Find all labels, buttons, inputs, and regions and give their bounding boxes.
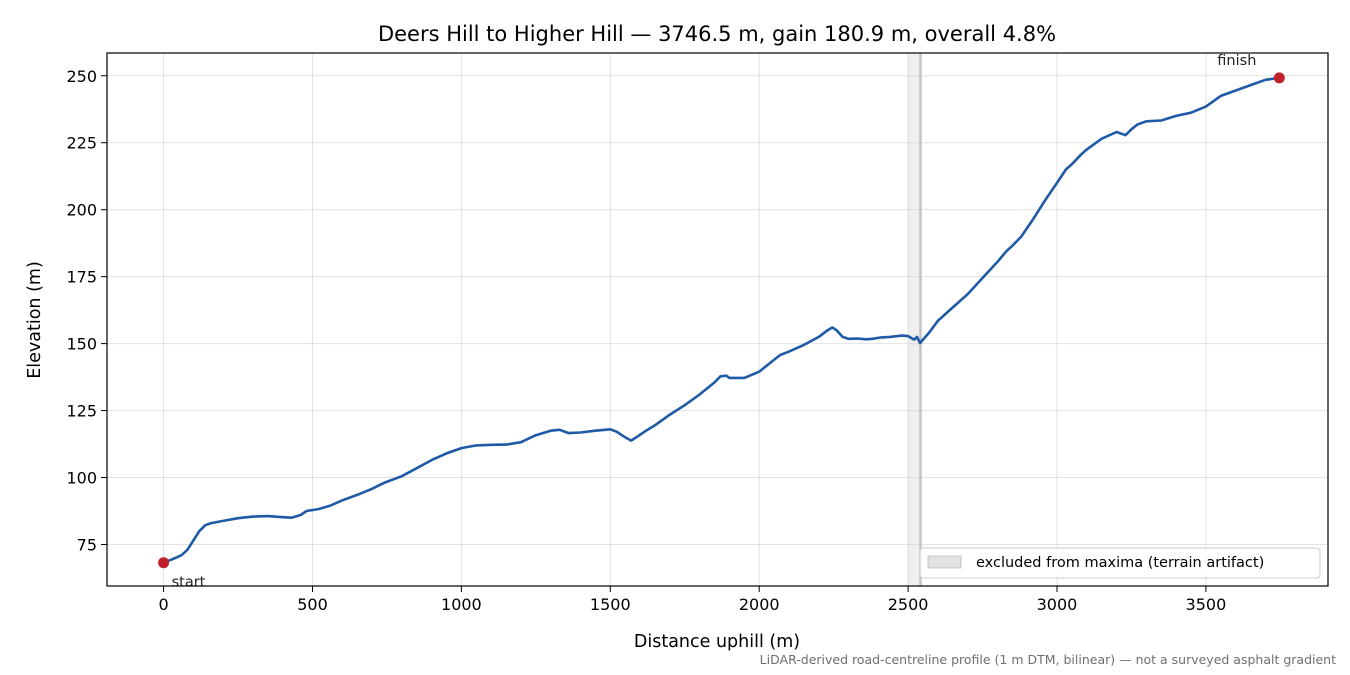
legend-swatch-excluded [927, 555, 962, 569]
x-axis-label: Distance uphill (m) [634, 632, 800, 652]
chart-title: Deers Hill to Higher Hill — 3746.5 m, ga… [378, 22, 1056, 46]
y-tick-label: 250 [66, 67, 97, 86]
plot-frame [106, 52, 1329, 587]
legend-box [919, 547, 1321, 579]
legend-label-excluded: excluded from maxima (terrain artifact) [976, 555, 1264, 571]
grid [107, 53, 1328, 586]
y-tick-label: 75 [77, 535, 97, 554]
markers-layer: start finish [158, 53, 1285, 591]
x-tick-label: 500 [297, 595, 328, 614]
elevation-line [162, 76, 1281, 564]
series-layer [162, 76, 1281, 564]
y-axis-ticks: 75 100 125 150 175 200 225 250 [66, 67, 107, 554]
y-tick-label: 175 [66, 268, 97, 287]
x-tick-label: 1000 [441, 595, 482, 614]
excluded-region [908, 53, 922, 586]
y-tick-label: 150 [66, 335, 97, 354]
start-marker [158, 557, 170, 569]
excluded-band [908, 53, 922, 586]
x-tick-label: 2500 [888, 595, 929, 614]
x-tick-label: 3500 [1186, 595, 1227, 614]
legend: excluded from maxima (terrain artifact) [919, 547, 1321, 579]
x-tick-label: 1500 [590, 595, 631, 614]
x-tick-label: 2000 [739, 595, 780, 614]
finish-marker [1273, 72, 1285, 84]
y-tick-label: 200 [66, 201, 97, 220]
y-tick-label: 225 [66, 134, 97, 153]
start-annotation: start [172, 575, 206, 591]
y-tick-label: 125 [66, 402, 97, 421]
x-tick-label: 0 [158, 595, 168, 614]
y-tick-label: 100 [66, 469, 97, 488]
footnote: LiDAR-derived road-centreline profile (1… [759, 652, 1336, 667]
y-axis-label: Elevation (m) [25, 261, 45, 379]
finish-annotation: finish [1217, 53, 1256, 69]
x-axis-ticks: 0 500 1000 1500 2000 2500 3000 3500 [158, 586, 1226, 614]
x-tick-label: 3000 [1037, 595, 1078, 614]
